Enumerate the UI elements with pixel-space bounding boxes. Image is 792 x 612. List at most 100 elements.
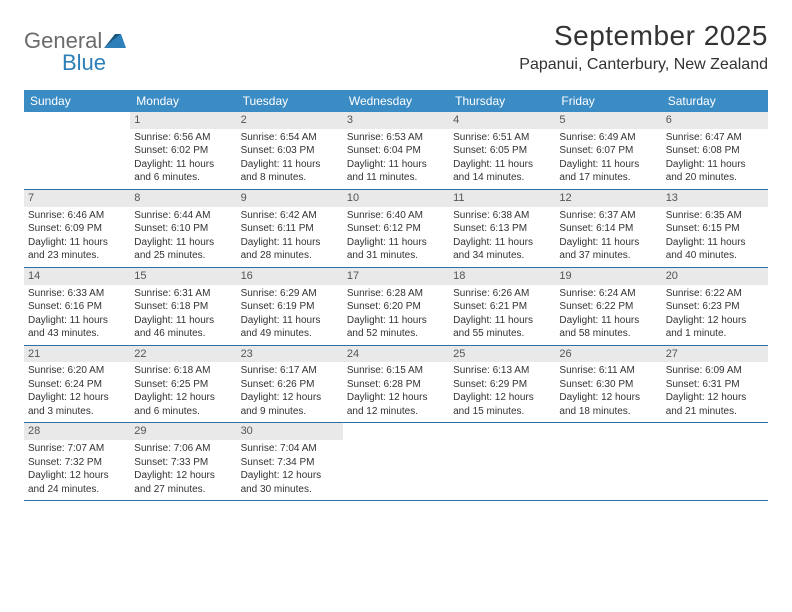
- daylight-text: and 31 minutes.: [347, 249, 445, 263]
- sunrise-text: Sunrise: 6:24 AM: [559, 287, 657, 301]
- sunrise-text: Sunrise: 6:35 AM: [666, 209, 764, 223]
- day-cell-empty: .: [24, 112, 130, 189]
- daylight-text: and 6 minutes.: [134, 405, 232, 419]
- sunrise-text: Sunrise: 6:11 AM: [559, 364, 657, 378]
- weekday-header-row: SundayMondayTuesdayWednesdayThursdayFrid…: [24, 90, 768, 112]
- daylight-text: Daylight: 11 hours: [559, 158, 657, 172]
- sunrise-text: Sunrise: 6:29 AM: [241, 287, 339, 301]
- location-subtitle: Papanui, Canterbury, New Zealand: [519, 56, 768, 74]
- day-info: Sunrise: 6:17 AMSunset: 6:26 PMDaylight:…: [241, 364, 339, 418]
- day-info: Sunrise: 6:37 AMSunset: 6:14 PMDaylight:…: [559, 209, 657, 263]
- day-info: Sunrise: 6:38 AMSunset: 6:13 PMDaylight:…: [453, 209, 551, 263]
- day-number: 29: [130, 423, 236, 440]
- sunset-text: Sunset: 6:19 PM: [241, 300, 339, 314]
- sunset-text: Sunset: 6:07 PM: [559, 144, 657, 158]
- sunrise-text: Sunrise: 6:53 AM: [347, 131, 445, 145]
- day-cell: 23Sunrise: 6:17 AMSunset: 6:26 PMDayligh…: [237, 346, 343, 423]
- sunset-text: Sunset: 6:22 PM: [559, 300, 657, 314]
- day-info: Sunrise: 6:51 AMSunset: 6:05 PMDaylight:…: [453, 131, 551, 185]
- weekday-header: Thursday: [449, 90, 555, 112]
- daylight-text: Daylight: 12 hours: [559, 391, 657, 405]
- day-info: Sunrise: 6:26 AMSunset: 6:21 PMDaylight:…: [453, 287, 551, 341]
- sunset-text: Sunset: 6:13 PM: [453, 222, 551, 236]
- sunset-text: Sunset: 6:21 PM: [453, 300, 551, 314]
- day-cell-empty: .: [555, 423, 661, 500]
- day-info: Sunrise: 7:07 AMSunset: 7:32 PMDaylight:…: [28, 442, 126, 496]
- day-cell: 7Sunrise: 6:46 AMSunset: 6:09 PMDaylight…: [24, 190, 130, 267]
- day-info: Sunrise: 6:47 AMSunset: 6:08 PMDaylight:…: [666, 131, 764, 185]
- sunset-text: Sunset: 6:25 PM: [134, 378, 232, 392]
- day-number: 14: [24, 268, 130, 285]
- daylight-text: and 55 minutes.: [453, 327, 551, 341]
- daylight-text: and 25 minutes.: [134, 249, 232, 263]
- daylight-text: and 21 minutes.: [666, 405, 764, 419]
- day-number: 23: [237, 346, 343, 363]
- sunrise-text: Sunrise: 6:47 AM: [666, 131, 764, 145]
- day-cell: 4Sunrise: 6:51 AMSunset: 6:05 PMDaylight…: [449, 112, 555, 189]
- sunrise-text: Sunrise: 6:38 AM: [453, 209, 551, 223]
- day-number: 25: [449, 346, 555, 363]
- daylight-text: and 49 minutes.: [241, 327, 339, 341]
- sunset-text: Sunset: 6:20 PM: [347, 300, 445, 314]
- day-cell: 10Sunrise: 6:40 AMSunset: 6:12 PMDayligh…: [343, 190, 449, 267]
- day-number: 8: [130, 190, 236, 207]
- day-cell: 3Sunrise: 6:53 AMSunset: 6:04 PMDaylight…: [343, 112, 449, 189]
- sunset-text: Sunset: 6:31 PM: [666, 378, 764, 392]
- day-cell: 8 Sunrise: 6:44 AMSunset: 6:10 PMDaylight…: [130, 190, 236, 267]
- day-info: Sunrise: 6:24 AMSunset: 6:22 PMDaylight:…: [559, 287, 657, 341]
- day-info: Sunrise: 6:35 AMSunset: 6:15 PMDaylight:…: [666, 209, 764, 263]
- week-row: 28Sunrise: 7:07 AMSunset: 7:32 PMDayligh…: [24, 423, 768, 501]
- daylight-text: Daylight: 11 hours: [241, 314, 339, 328]
- daylight-text: and 9 minutes.: [241, 405, 339, 419]
- daylight-text: Daylight: 12 hours: [241, 391, 339, 405]
- day-info: Sunrise: 6:15 AMSunset: 6:28 PMDaylight:…: [347, 364, 445, 418]
- day-cell: 2 Sunrise: 6:54 AMSunset: 6:03 PMDaylight…: [237, 112, 343, 189]
- day-number: 24: [343, 346, 449, 363]
- day-cell: 15Sunrise: 6:31 AMSunset: 6:18 PMDayligh…: [130, 268, 236, 345]
- day-info: Sunrise: 6:29 AMSunset: 6:19 PMDaylight:…: [241, 287, 339, 341]
- day-cell: 12Sunrise: 6:37 AMSunset: 6:14 PMDayligh…: [555, 190, 661, 267]
- day-info: Sunrise: 6:56 AMSunset: 6:02 PMDaylight:…: [134, 131, 232, 185]
- daylight-text: Daylight: 11 hours: [241, 236, 339, 250]
- day-number: 5: [555, 112, 661, 129]
- daylight-text: Daylight: 11 hours: [28, 236, 126, 250]
- sunset-text: Sunset: 6:14 PM: [559, 222, 657, 236]
- week-row: 21Sunrise: 6:20 AMSunset: 6:24 PMDayligh…: [24, 346, 768, 424]
- day-number: 30: [237, 423, 343, 440]
- daylight-text: and 28 minutes.: [241, 249, 339, 263]
- sunrise-text: Sunrise: 7:04 AM: [241, 442, 339, 456]
- weekday-header: Monday: [130, 90, 236, 112]
- sunset-text: Sunset: 6:11 PM: [241, 222, 339, 236]
- daylight-text: Daylight: 11 hours: [134, 236, 232, 250]
- day-info: Sunrise: 6:44 AMSunset: 6:10 PMDaylight:…: [134, 209, 232, 263]
- day-info: Sunrise: 6:54 AMSunset: 6:03 PMDaylight:…: [241, 131, 339, 185]
- sunset-text: Sunset: 6:29 PM: [453, 378, 551, 392]
- sunrise-text: Sunrise: 6:28 AM: [347, 287, 445, 301]
- daylight-text: Daylight: 12 hours: [28, 469, 126, 483]
- daylight-text: and 1 minute.: [666, 327, 764, 341]
- day-info: Sunrise: 7:04 AMSunset: 7:34 PMDaylight:…: [241, 442, 339, 496]
- daylight-text: and 17 minutes.: [559, 171, 657, 185]
- day-info: Sunrise: 6:49 AMSunset: 6:07 PMDaylight:…: [559, 131, 657, 185]
- day-number: 17: [343, 268, 449, 285]
- day-number: 20: [662, 268, 768, 285]
- day-number: 27: [662, 346, 768, 363]
- daylight-text: and 18 minutes.: [559, 405, 657, 419]
- day-cell: 22Sunrise: 6:18 AMSunset: 6:25 PMDayligh…: [130, 346, 236, 423]
- sunset-text: Sunset: 6:16 PM: [28, 300, 126, 314]
- sunset-text: Sunset: 6:12 PM: [347, 222, 445, 236]
- day-cell: 1Sunrise: 6:56 AMSunset: 6:02 PMDaylight…: [130, 112, 236, 189]
- sunrise-text: Sunrise: 6:33 AM: [28, 287, 126, 301]
- daylight-text: and 37 minutes.: [559, 249, 657, 263]
- day-cell: 20Sunrise: 6:22 AMSunset: 6:23 PMDayligh…: [662, 268, 768, 345]
- daylight-text: and 24 minutes.: [28, 483, 126, 497]
- day-cell: 30 Sunrise: 7:04 AMSunset: 7:34 PMDayligh…: [237, 423, 343, 500]
- sunrise-text: Sunrise: 6:22 AM: [666, 287, 764, 301]
- day-info: Sunrise: 6:20 AMSunset: 6:24 PMDaylight:…: [28, 364, 126, 418]
- sunrise-text: Sunrise: 6:54 AM: [241, 131, 339, 145]
- daylight-text: Daylight: 12 hours: [453, 391, 551, 405]
- weekday-header: Tuesday: [237, 90, 343, 112]
- day-cell: 16Sunrise: 6:29 AMSunset: 6:19 PMDayligh…: [237, 268, 343, 345]
- sunset-text: Sunset: 6:28 PM: [347, 378, 445, 392]
- day-number: 2: [237, 112, 343, 129]
